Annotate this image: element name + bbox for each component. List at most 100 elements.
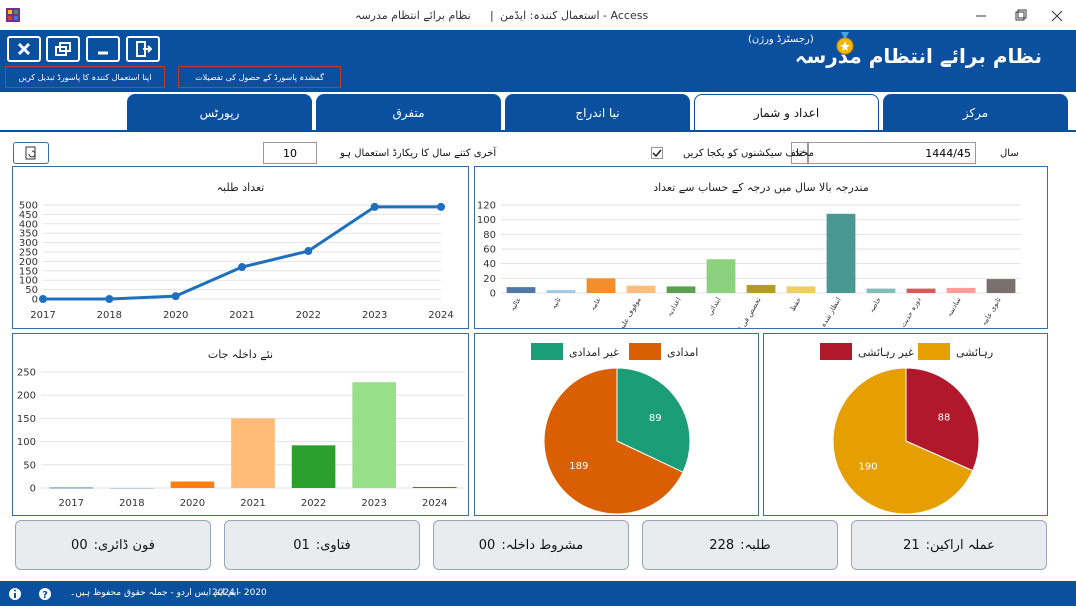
chart-panel: نئے داخلہ جات 0 50 100 150 200 250 2017 2018 2020… — [12, 333, 469, 516]
bar — [231, 418, 275, 488]
x-tick-label: خاصہ — [868, 296, 883, 314]
point — [304, 247, 313, 256]
y-tick-label: 120 — [477, 201, 496, 212]
pie-slice — [616, 367, 691, 473]
legend-label: غیر امدادی — [569, 346, 619, 359]
y-tick-label: 100 — [19, 276, 38, 287]
y-tick-label: 0 — [490, 289, 496, 300]
tab[interactable]: نیا اندراج — [505, 94, 690, 131]
refresh-button[interactable] — [13, 142, 49, 164]
data-label: 189 — [569, 461, 588, 472]
x-tick-label: ابتدائی — [706, 296, 723, 317]
stat-label: عملہ اراکین: — [925, 537, 995, 553]
y-tick-label: 60 — [483, 245, 496, 256]
edition: (رجسٹرڈ ورژن) — [748, 34, 814, 45]
x-tick-label: دورہ حدیث شریف — [889, 296, 923, 328]
x-tick-label: تخصص فی الفقہ — [731, 296, 763, 328]
bar — [906, 288, 936, 293]
stat-value: 21 — [903, 537, 920, 553]
stat-value: 01 — [293, 537, 310, 553]
point — [171, 292, 180, 301]
minimize-button[interactable] — [86, 36, 120, 62]
bar — [586, 278, 616, 293]
chart: 190 88 رہائشی غیر رہائشی — [820, 343, 993, 515]
medal-icon — [836, 32, 854, 55]
stat-box[interactable]: فتاوی: 01 — [224, 520, 420, 570]
chart: تعداد طلبہ 050100150200250300350400450500… — [19, 181, 454, 321]
chart: 189 89 امدادی غیر امدادی — [531, 343, 698, 515]
stat-box[interactable]: طلبہ: 228 — [642, 520, 838, 570]
x-tick-label: 2018 — [97, 310, 122, 321]
year-input[interactable]: 1444/45 — [808, 142, 976, 164]
y-tick-label: 100 — [17, 437, 36, 448]
x-tick-label: عالیہ — [508, 296, 522, 313]
lost-password-link[interactable]: گمشدہ پاسورڈ کے حصول کی تفصیلات — [178, 66, 341, 88]
chart-panel: مندرجہ بالا سال میں درجہ کے حساب سے تعدا… — [474, 166, 1048, 329]
x-tick-label: انتظار شدہ — [819, 296, 843, 328]
stat-value: 00 — [478, 537, 496, 553]
y-tick-label: 20 — [483, 274, 496, 285]
tab[interactable]: رپورٹس — [127, 94, 312, 131]
merge-label: مختلف سیکشنوں کو یکجا کریں — [683, 148, 814, 159]
bar — [291, 445, 336, 488]
y-tick-label: 0 — [30, 484, 36, 495]
exit-button[interactable] — [126, 36, 160, 62]
bar — [666, 286, 696, 293]
point — [105, 295, 114, 303]
data-label: 88 — [938, 412, 951, 423]
title-bar: استعمال کنندہ: ایڈمن - Access | نظام برا… — [0, 0, 1076, 30]
x-tick-label: موقوف علیہ — [618, 296, 643, 328]
restore-button[interactable] — [46, 36, 80, 62]
stat-box[interactable]: عملہ اراکین: 21 — [851, 520, 1047, 570]
bar — [412, 487, 457, 488]
close-button[interactable] — [7, 36, 41, 62]
x-tick-label: 2023 — [362, 310, 387, 321]
y-tick-label: 100 — [477, 215, 496, 226]
stat-label: فتاوی: — [315, 537, 351, 553]
legend-swatch — [531, 343, 563, 360]
y-tick-label: 150 — [17, 414, 36, 425]
y-tick-label: 50 — [25, 285, 38, 296]
merge-checkbox[interactable] — [651, 147, 663, 159]
footer-icons[interactable]: ? — [8, 586, 68, 602]
x-tick-label: 2021 — [229, 310, 254, 321]
x-tick-label: 2022 — [296, 310, 321, 321]
legend-swatch — [820, 343, 852, 360]
y-tick-label: 40 — [483, 259, 496, 270]
stat-value: 228 — [709, 537, 735, 553]
year-dropdown[interactable] — [791, 142, 808, 164]
stat-box[interactable]: فون ڈائری: 00 — [15, 520, 211, 570]
tab[interactable]: متفرق — [316, 94, 501, 131]
tab[interactable]: مرکز — [883, 94, 1068, 131]
y-tick-label: 50 — [23, 460, 36, 471]
x-tick-label: ثانوی عامہ — [980, 296, 1003, 327]
bar — [866, 288, 896, 293]
change-password-link[interactable]: اپنا استعمال کنندہ کا پاسورڈ تبدیل کریں — [5, 66, 165, 88]
bar — [626, 285, 656, 293]
x-tick-label: اعدادیہ — [665, 296, 682, 318]
y-tick-label: 250 — [19, 248, 38, 259]
y-tick-label: 200 — [17, 391, 36, 402]
y-tick-label: 200 — [19, 257, 38, 268]
chart-panel: 190 88 رہائشی غیر رہائشی — [763, 333, 1048, 516]
tab-active[interactable]: اعداد و شمار — [694, 94, 879, 131]
x-tick-label: 2023 — [361, 498, 386, 509]
stat-label: فون ڈائری: — [93, 537, 155, 553]
x-tick-label: 2018 — [119, 498, 144, 509]
point — [238, 263, 246, 272]
x-tick-label: 2021 — [240, 498, 265, 509]
window-controls[interactable] — [970, 8, 1070, 24]
x-tick-label: 2020 — [180, 498, 205, 509]
bar — [506, 287, 536, 293]
years-input[interactable]: 10 — [263, 142, 317, 164]
x-tick-label: 2020 — [163, 310, 188, 321]
y-tick-label: 450 — [19, 210, 38, 221]
legend-swatch — [629, 343, 661, 360]
bar — [786, 286, 816, 293]
tab-underline — [0, 130, 1076, 132]
x-tick-label: 2024 — [422, 498, 447, 509]
stat-box[interactable]: مشروط داخلہ: 00 — [433, 520, 629, 570]
legend-label: غیر رہائشی — [858, 346, 914, 359]
legend-label: رہائشی — [956, 346, 993, 359]
